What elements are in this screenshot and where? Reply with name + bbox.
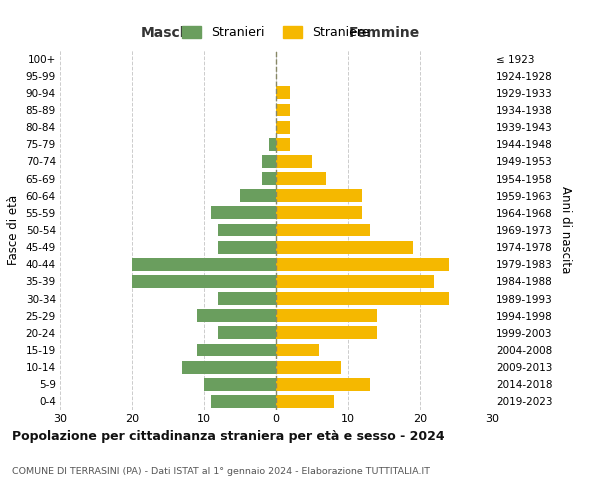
Bar <box>276 224 370 236</box>
Bar <box>276 310 377 322</box>
Bar <box>204 378 276 390</box>
Bar <box>276 120 290 134</box>
Bar <box>276 258 449 270</box>
Bar <box>276 86 290 100</box>
Text: Maschi: Maschi <box>141 26 195 40</box>
Bar <box>132 275 276 288</box>
Bar <box>276 104 290 117</box>
Bar <box>276 395 334 408</box>
Bar <box>240 190 276 202</box>
Bar <box>211 395 276 408</box>
Bar <box>218 240 276 254</box>
Bar <box>276 240 413 254</box>
Bar <box>276 275 434 288</box>
Bar <box>269 138 276 150</box>
Bar <box>262 172 276 185</box>
Bar <box>182 360 276 374</box>
Bar <box>197 344 276 356</box>
Bar <box>132 258 276 270</box>
Bar <box>197 310 276 322</box>
Bar <box>218 326 276 340</box>
Text: Popolazione per cittadinanza straniera per età e sesso - 2024: Popolazione per cittadinanza straniera p… <box>12 430 445 443</box>
Bar <box>276 155 312 168</box>
Text: Femmine: Femmine <box>349 26 419 40</box>
Bar <box>276 172 326 185</box>
Bar <box>276 326 377 340</box>
Legend: Stranieri, Straniere: Stranieri, Straniere <box>178 21 374 44</box>
Bar <box>276 344 319 356</box>
Y-axis label: Fasce di età: Fasce di età <box>7 195 20 265</box>
Text: COMUNE DI TERRASINI (PA) - Dati ISTAT al 1° gennaio 2024 - Elaborazione TUTTITAL: COMUNE DI TERRASINI (PA) - Dati ISTAT al… <box>12 468 430 476</box>
Bar <box>276 360 341 374</box>
Bar <box>262 155 276 168</box>
Bar <box>276 138 290 150</box>
Bar <box>276 190 362 202</box>
Bar <box>218 224 276 236</box>
Bar <box>276 378 370 390</box>
Bar <box>218 292 276 305</box>
Bar <box>211 206 276 220</box>
Bar <box>276 292 449 305</box>
Bar <box>276 206 362 220</box>
Y-axis label: Anni di nascita: Anni di nascita <box>559 186 572 274</box>
